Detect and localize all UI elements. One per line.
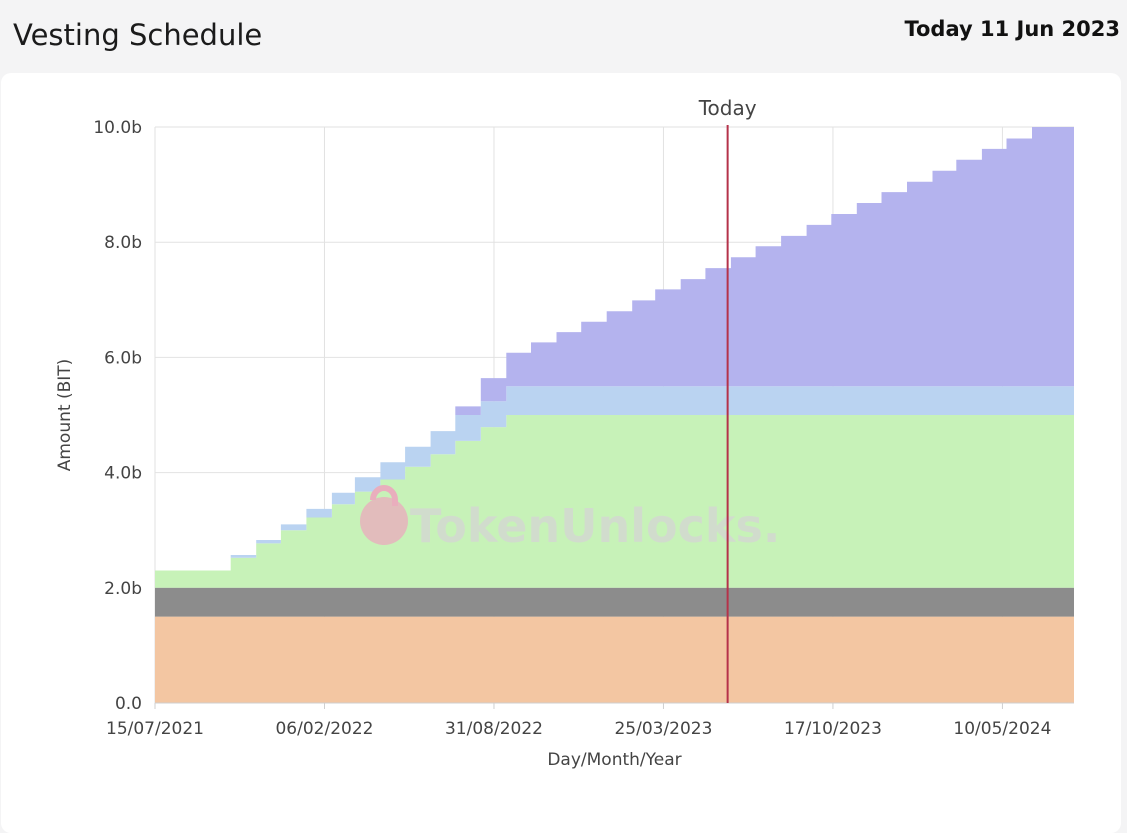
watermark: TokenUnlocks. [360, 485, 780, 553]
area-series-5 [155, 127, 1074, 571]
vesting-chart: TokenUnlocks. 0.0 2.0b 4.0b 6.0b 8.0b 10.0b 15… [55, 96, 1074, 770]
today-label: Today [698, 96, 757, 120]
area-series-1 [155, 616, 1074, 703]
page-title: Vesting Schedule [13, 18, 263, 52]
y-tick-label: 10.0b [93, 118, 142, 138]
chart-card: TokenUnlocks. 0.0 2.0b 4.0b 6.0b 8.0b 10.0b 15… [1, 73, 1121, 833]
watermark-lock-shackle [370, 485, 398, 506]
y-tick-label: 8.0b [104, 233, 142, 253]
area-series-4 [155, 386, 1074, 571]
today-date-label: Today 11 Jun 2023 [904, 17, 1120, 41]
y-tick-label: 6.0b [104, 348, 142, 368]
y-tick-label: 2.0b [104, 579, 142, 599]
x-tick-label: 06/02/2022 [275, 719, 373, 739]
x-axis-title: Day/Month/Year [547, 750, 681, 770]
area-series-2 [155, 587, 1074, 617]
watermark-lock-icon [360, 497, 408, 545]
axes: 0.0 2.0b 4.0b 6.0b 8.0b 10.0b 15/07/2021 06/02/… [55, 118, 1074, 770]
y-axis-title: Amount (BIT) [55, 359, 75, 472]
x-tick-label: 15/07/2021 [106, 719, 204, 739]
today-marker: Today [698, 96, 757, 703]
area-series [155, 127, 1074, 703]
x-tick-label: 31/08/2022 [445, 719, 543, 739]
watermark-text: TokenUnlocks. [410, 499, 780, 553]
x-tick-label: 10/05/2024 [953, 719, 1051, 739]
x-tick-label: 25/03/2023 [614, 719, 712, 739]
y-tick-label: 4.0b [104, 464, 142, 484]
x-tick-label: 17/10/2023 [784, 719, 882, 739]
y-tick-label: 0.0 [115, 694, 142, 714]
